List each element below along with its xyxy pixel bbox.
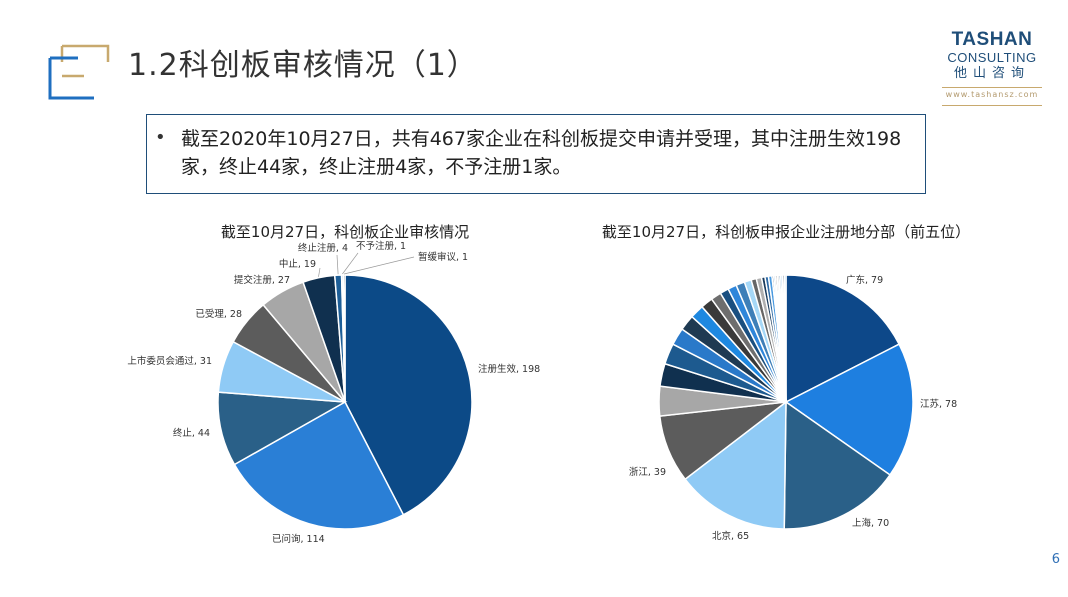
pie-slice (784, 343, 914, 476)
slice-label: 中止, 19 (279, 258, 316, 270)
slice-label: 终止, 44 (173, 427, 210, 439)
brand-divider-bottom (942, 105, 1042, 106)
pie-slice (233, 400, 405, 530)
brand-subtitle: CONSULTING (947, 50, 1037, 65)
slice-label: 暂缓审议, 1 (418, 251, 468, 263)
pie-slice (785, 274, 901, 404)
chart-title: 截至10月27日，科创板企业审核情况 (221, 223, 469, 241)
pie-slice (342, 274, 346, 403)
brand-logo: TASHAN CONSULTING 他山咨询 www.tashansz.com (942, 30, 1042, 106)
brand-name: TASHAN (951, 29, 1033, 50)
slice-label: 浙江, 39 (629, 466, 666, 478)
slice-label: 上海, 70 (852, 517, 889, 529)
slice-label: 广东, 79 (846, 274, 883, 286)
slice-label: 已受理, 28 (195, 308, 242, 320)
slice-label: 提交注册, 27 (234, 274, 290, 286)
leader-line (342, 252, 359, 275)
pie-slice (344, 274, 473, 516)
pie-slice (783, 400, 892, 530)
slice-label: 江苏, 78 (920, 398, 957, 410)
region-distribution-pie-chart: 截至10月27日，科创板申报企业注册地分部（前五位） 广东, 79 江苏, 78 上海… (602, 223, 970, 542)
bullet-marker: • (155, 127, 166, 148)
slice-label: 不予注册, 1 (356, 240, 406, 252)
pie-slice (783, 274, 787, 403)
brand-chinese-name: 他山咨询 (953, 66, 1030, 81)
pie-slice (217, 391, 348, 466)
pie-slice (684, 400, 787, 530)
logo-mark-icon (48, 44, 110, 100)
page-number: 6 (1051, 552, 1060, 567)
slice-label: 注册生效, 198 (478, 363, 540, 375)
slice-label: 终止注册, 4 (298, 242, 348, 254)
leader-line (318, 267, 321, 277)
brand-divider (942, 87, 1042, 88)
slice-label: 已问询, 114 (272, 533, 325, 545)
slice-label: 上市委员会通过, 31 (127, 355, 212, 367)
leader-line (344, 256, 415, 275)
leader-line (336, 254, 339, 275)
page-title: 1.2科创板审核情况（1） (128, 48, 478, 83)
summary-box: • 截至2020年10月27日，共有467家企业在科创板提交申请并受理，其中注册… (146, 114, 926, 194)
summary-text: 截至2020年10月27日，共有467家企业在科创板提交申请并受理，其中注册生效… (181, 128, 902, 178)
brand-url: www.tashansz.com (945, 90, 1039, 99)
slice-label: 北京, 65 (712, 530, 749, 542)
chart-title: 截至10月27日，科创板申报企业注册地分部（前五位） (602, 223, 970, 241)
